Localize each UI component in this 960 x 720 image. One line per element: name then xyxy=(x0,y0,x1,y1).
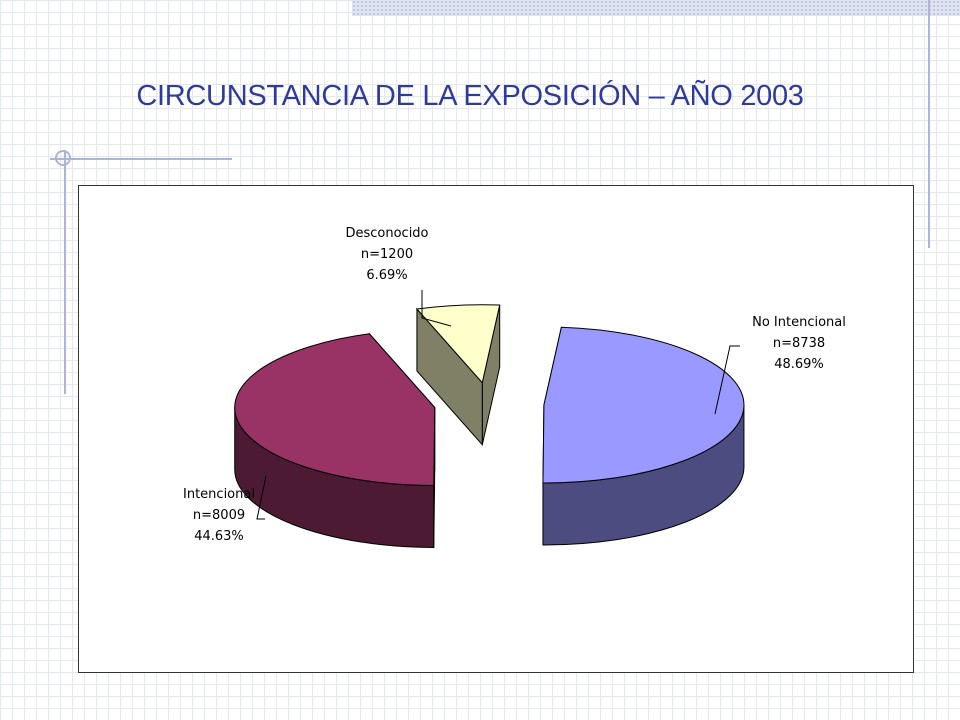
data-label-count-no-intencional: n=8738 xyxy=(773,336,825,351)
leader-line-intencional xyxy=(256,475,267,520)
data-label-percent-no-intencional: 48.69% xyxy=(774,357,824,372)
data-label-category-no-intencional: No Intencional xyxy=(752,315,846,330)
data-label-count-desconocido: n=1200 xyxy=(361,247,413,262)
data-label-count-intencional: n=8009 xyxy=(193,508,245,523)
leader-line-no-intencional xyxy=(714,345,740,415)
chart-area: No Intencional n=8738 48.69% Intencional n=8… xyxy=(78,185,914,673)
data-label-category-desconocido: Desconocido xyxy=(345,226,428,241)
data-label-category-intencional: Intencional xyxy=(183,487,255,502)
decorative-vertical-line-right xyxy=(928,0,930,248)
data-label-percent-intencional: 44.63% xyxy=(194,529,244,544)
pie-slice-desconocido xyxy=(415,304,501,384)
pie-slice-no-intencional xyxy=(542,326,745,484)
slide-title: CIRCUNSTANCIA DE LA EXPOSICIÓN – AÑO 200… xyxy=(136,80,804,112)
decorative-vertical-line-left xyxy=(64,150,66,394)
leader-line-desconocido xyxy=(421,290,452,327)
decorative-circle-icon xyxy=(55,150,71,166)
pie-slice-intencional xyxy=(234,333,436,487)
pie-chart: No Intencional n=8738 48.69% Intencional n=8… xyxy=(183,226,846,549)
decorative-header-band xyxy=(352,0,960,16)
data-label-percent-desconocido: 6.69% xyxy=(366,268,407,283)
decorative-horizontal-line xyxy=(50,158,232,160)
